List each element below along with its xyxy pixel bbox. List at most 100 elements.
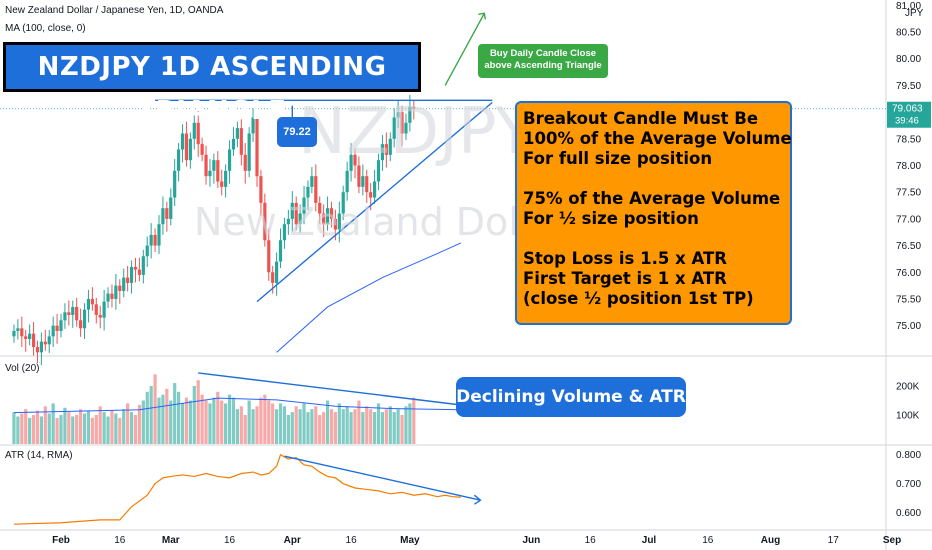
candle-body [196,122,200,145]
rule-line: For ½ size position [523,209,699,228]
volume-bar [196,380,200,444]
candle-body [28,333,32,339]
candle-body [314,176,318,203]
volume-bar [349,412,353,444]
time-tick-label: 17 [828,535,840,546]
volume-bar [255,406,259,444]
volume-bar [98,406,102,444]
candle-body [404,122,408,134]
volume-bar [412,397,416,444]
volume-bar [110,410,114,444]
volume-bar [31,415,36,444]
candle-body [392,117,396,139]
candle-body [133,266,138,270]
volume-bar [86,410,91,444]
time-tick-label: Aug [761,535,780,546]
volume-bar [290,412,294,444]
volume-bar [153,374,157,444]
volume-bar [282,406,287,444]
atr-legend[interactable]: ATR (14, RMA) [5,450,73,461]
volume-bar [286,415,290,444]
volume-bar [118,417,122,444]
volume-bar [79,409,83,444]
candle-body [310,176,314,187]
volume-bars [12,374,461,444]
candle-body [322,213,326,225]
volume-bar [184,397,189,444]
volume-bar [59,415,63,444]
atr-line [13,453,461,525]
volume-bar [353,409,357,444]
price-tick-label: 75.50 [896,294,921,305]
volume-bar [365,406,369,444]
candle-body [329,208,334,219]
drawings[interactable] [155,12,493,505]
candle-body [396,112,400,118]
volume-bar [239,406,243,444]
candle-body [212,160,216,171]
rule-line: Stop Loss is 1.5 x ATR [523,249,727,268]
candle-body [349,154,353,171]
buy-callout: Buy Daily Candle Close above Ascending T… [478,44,608,78]
rule-line: First Target is 1 x ATR [523,269,727,288]
candle-body [204,154,208,177]
volume-bar [161,394,165,444]
candle-body [24,336,28,339]
volume-bar [235,409,239,444]
volume-bar [157,397,161,444]
candle-body [231,138,236,150]
candle-body [286,218,290,225]
candle-body [384,144,388,155]
volume-bar [357,400,361,444]
candle-body [79,320,83,329]
volume-bar [12,412,16,444]
volume-bar [192,386,196,444]
price-tick-label: 76.50 [896,241,921,252]
candle-body [59,320,63,331]
candle-body [290,202,294,219]
resistance-price-label: 79.22 [277,117,317,147]
price-tick-label: 76.00 [896,268,921,279]
candle-body [55,325,59,331]
candle-body [200,144,204,155]
price-tick-label: 81.00 [896,1,921,12]
volume-bar [314,406,318,444]
candle-body [365,176,369,193]
volume-bar [318,415,322,444]
volume-bar [231,397,236,444]
price-tick-label: 79.50 [896,81,921,92]
volume-bar [82,413,87,444]
volume-bar [275,409,279,444]
volume-bar [145,391,149,444]
volume-bar [129,412,134,444]
time-tick-label: Feb [52,535,70,546]
time-tick-label: 16 [346,535,358,546]
symbol-legend[interactable]: New Zealand Dollar / Japanese Yen, 1D, O… [5,5,224,16]
rule-line: 75% of the Average Volume [523,189,781,208]
time-tick-label: 16 [585,535,597,546]
support-trendline [256,101,493,303]
rule-line [523,229,790,249]
candle-body [302,197,306,214]
volume-legend[interactable]: Vol (20) [5,363,40,374]
last-price-badge [887,101,931,128]
bar-countdown: 39:46 [895,116,919,127]
candle-body [145,245,149,257]
volume-bar [47,413,51,444]
volume-bar [16,416,20,444]
volume-bar [388,406,392,444]
title-text: NZDJPY 1D ASCENDING TRIANGLE [6,45,418,126]
volume-bar [216,391,220,444]
trade-rules-box: Breakout Candle Must Be 100% of the Aver… [515,101,792,325]
rule-line [523,169,790,189]
candle-body [388,138,392,155]
volume-bar [67,412,71,444]
candle-body [263,202,267,241]
candle-body [216,160,220,182]
candle-body [141,256,145,275]
volume-bar [102,412,106,444]
ma-legend[interactable]: MA (100, close, 0) [5,23,86,34]
atr-tick-label: 0.700 [896,479,921,490]
atr-arrowhead [473,494,482,505]
candle-body [39,341,43,353]
